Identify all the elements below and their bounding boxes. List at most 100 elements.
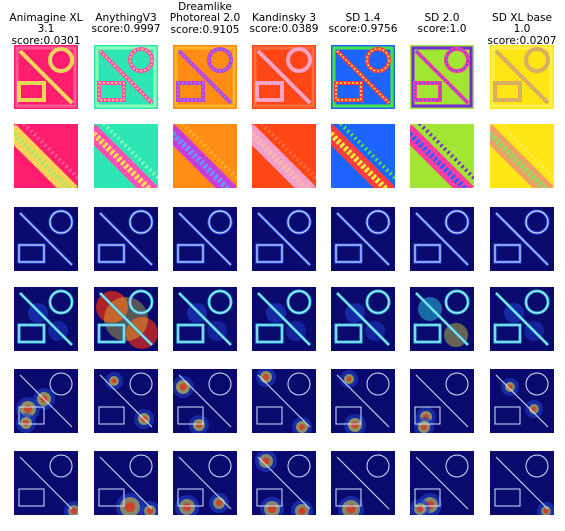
model-name: AnythingV3 bbox=[95, 12, 157, 24]
diagonal-line-shape bbox=[19, 456, 73, 510]
model-score: score:0.9105 bbox=[170, 23, 240, 36]
segment-frame bbox=[174, 46, 236, 108]
panel-graphic bbox=[490, 369, 554, 433]
image-panel-segmentation-full bbox=[252, 45, 316, 109]
model-name: Dreamlike bbox=[178, 1, 232, 13]
diagonal-line-shape bbox=[495, 456, 549, 510]
rectangle-shape bbox=[98, 324, 125, 343]
panel-graphic bbox=[94, 287, 158, 351]
rectangle-shape bbox=[18, 244, 45, 263]
diagonal-line-shape bbox=[336, 50, 390, 104]
circle-shape bbox=[287, 290, 311, 314]
diagonal-line-shape bbox=[495, 212, 549, 266]
heat-blob bbox=[71, 508, 77, 514]
model-name: Photoreal 2.0 bbox=[169, 12, 241, 25]
panel-graphic bbox=[14, 45, 78, 109]
diagonal-line-shape bbox=[415, 212, 469, 266]
image-panel-heatmap-sparse bbox=[14, 369, 78, 433]
panel-graphic bbox=[490, 207, 554, 271]
image-panel-segmentation-full bbox=[173, 45, 237, 109]
column-header: Dreamlike Photoreal 2.0 score:0.9105 bbox=[165, 1, 245, 36]
diagonal-line-shape bbox=[336, 374, 390, 428]
diagonal-line-shape bbox=[178, 50, 232, 104]
heat-blob bbox=[111, 378, 117, 384]
image-panel-attention-map bbox=[331, 287, 395, 351]
image-panel-segmentation-full bbox=[14, 45, 78, 109]
panel-graphic bbox=[252, 207, 316, 271]
rectangle-shape bbox=[256, 244, 283, 263]
heat-blob bbox=[346, 504, 356, 514]
diagonal-line-shape bbox=[178, 456, 232, 510]
panel-graphic bbox=[14, 207, 78, 271]
circle-shape bbox=[129, 48, 153, 72]
panel-graphic bbox=[173, 369, 237, 433]
model-score: score:0.0389 bbox=[249, 23, 319, 36]
heat-blob bbox=[299, 424, 305, 430]
rectangle-shape bbox=[18, 406, 45, 425]
image-panel-attention-map bbox=[490, 287, 554, 351]
panel-graphic bbox=[410, 369, 474, 433]
diagonal-line-shape bbox=[99, 212, 153, 266]
circle-shape bbox=[287, 48, 311, 72]
rectangle-shape bbox=[494, 406, 521, 425]
diagonal-line-shape bbox=[257, 212, 311, 266]
circle-shape bbox=[366, 48, 390, 72]
diagonal-band bbox=[490, 124, 554, 188]
circle-shape bbox=[366, 372, 390, 396]
rectangle-shape bbox=[494, 324, 521, 343]
heat-blob bbox=[351, 421, 359, 429]
rectangle-shape bbox=[98, 244, 125, 263]
panel-graphic bbox=[252, 287, 316, 351]
column-header: SD 2.0 score:1.0 bbox=[402, 12, 482, 36]
image-panel-segmentation-full bbox=[331, 45, 395, 109]
rectangle-shape bbox=[256, 82, 283, 101]
rectangle-shape bbox=[98, 406, 125, 425]
diagonal-line-shape bbox=[99, 374, 153, 428]
image-panel-segmentation-zoom bbox=[490, 124, 554, 188]
panel-graphic bbox=[14, 124, 78, 188]
panel-graphic bbox=[490, 45, 554, 109]
panel-graphic bbox=[331, 124, 395, 188]
image-panel-heatmap-bottom bbox=[410, 451, 474, 515]
panel-graphic bbox=[94, 124, 158, 188]
diagonal-line-shape bbox=[415, 292, 469, 346]
circle-shape bbox=[525, 454, 549, 478]
image-panel-heatmap-bottom bbox=[252, 451, 316, 515]
rectangle-shape bbox=[177, 324, 204, 343]
diagonal-line-shape bbox=[336, 456, 390, 510]
rectangle-shape bbox=[335, 488, 362, 507]
rectangle-shape bbox=[414, 488, 441, 507]
image-panel-attention-map bbox=[410, 287, 474, 351]
diagonal-line-shape bbox=[19, 50, 73, 104]
panel-graphic bbox=[173, 124, 237, 188]
circle-shape bbox=[525, 372, 549, 396]
image-panel-segmentation-zoom bbox=[173, 124, 237, 188]
heat-blob bbox=[125, 502, 135, 512]
heat-blob bbox=[262, 457, 270, 465]
diagonal-line-shape bbox=[257, 292, 311, 346]
panel-graphic bbox=[252, 45, 316, 109]
image-panel-heatmap-sparse bbox=[490, 369, 554, 433]
circle-shape bbox=[445, 372, 469, 396]
panel-graphic bbox=[410, 287, 474, 351]
rectangle-shape bbox=[177, 82, 204, 101]
model-score: score:0.9997 bbox=[91, 23, 161, 36]
circle-shape bbox=[208, 372, 232, 396]
circle-shape bbox=[525, 48, 549, 72]
panel-graphic bbox=[173, 451, 237, 515]
image-panel-segmentation-zoom bbox=[331, 124, 395, 188]
heat-blob bbox=[417, 506, 423, 512]
heat-blob bbox=[24, 405, 32, 413]
rectangle-shape bbox=[335, 244, 362, 263]
image-panel-edge-map bbox=[490, 207, 554, 271]
rectangle-shape bbox=[494, 488, 521, 507]
diagonal-line-shape bbox=[19, 212, 73, 266]
image-panel-segmentation-zoom bbox=[410, 124, 474, 188]
image-panel-heatmap-bottom bbox=[173, 451, 237, 515]
heat-blob bbox=[179, 383, 187, 391]
panel-graphic bbox=[94, 369, 158, 433]
circle-shape bbox=[49, 454, 73, 478]
diagonal-line-shape bbox=[178, 292, 232, 346]
heat-blob bbox=[196, 422, 202, 428]
